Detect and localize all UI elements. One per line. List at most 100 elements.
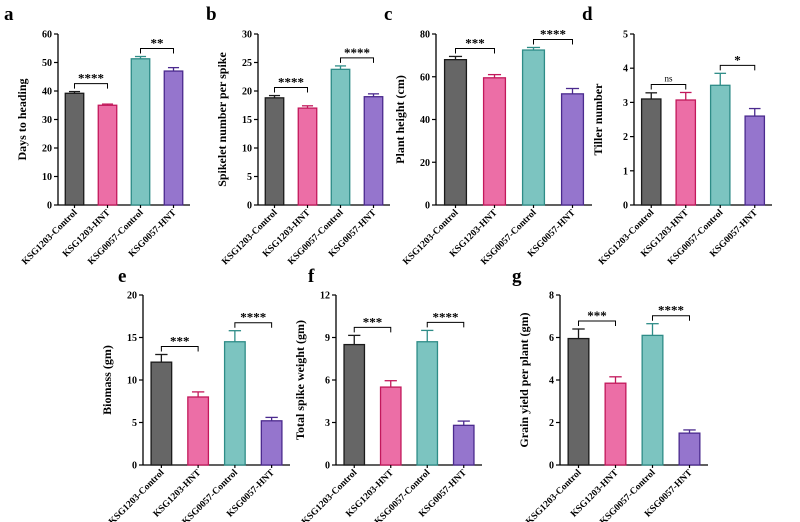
y-tick-label: 2 <box>549 418 554 429</box>
y-tick-label: 5 <box>132 418 137 429</box>
bar <box>678 432 701 466</box>
bar <box>604 382 627 466</box>
y-tick-label: 6 <box>549 333 554 344</box>
y-tick-label: 10 <box>127 376 137 387</box>
bar <box>363 96 384 206</box>
significance-bracket <box>140 48 174 54</box>
y-axis-label: Spikelet number per spike <box>215 52 229 187</box>
bar <box>567 337 590 466</box>
bar <box>640 98 662 206</box>
bar <box>130 58 151 206</box>
significance-label: **** <box>240 310 266 325</box>
y-tick-label: 5 <box>247 172 252 183</box>
significance-bracket <box>533 38 573 45</box>
bar <box>709 84 731 206</box>
y-tick-label: 20 <box>420 158 430 169</box>
bar <box>560 93 585 206</box>
bar <box>260 420 283 466</box>
y-axis-label: Grain yield per plant (gm) <box>517 312 531 447</box>
bar <box>641 334 664 466</box>
y-tick-label: 40 <box>420 115 430 126</box>
y-tick-label: 9 <box>325 333 330 344</box>
panel-b: b Spikelet number per spike 0 5 10 15 20 25 30 KS… <box>206 4 390 267</box>
bar <box>264 97 285 206</box>
y-tick-label: 25 <box>242 58 252 69</box>
y-tick-label: 0 <box>549 461 554 472</box>
significance-label: *** <box>465 35 485 50</box>
significance-label: ns <box>664 73 673 83</box>
y-tick-label: 5 <box>623 30 628 41</box>
significance-label: **** <box>344 45 370 60</box>
panel-c: c Plant height (cm) 0 20 40 60 80 KSG1203-Contr… <box>384 4 592 267</box>
y-tick-label: 4 <box>623 64 628 75</box>
y-tick-label: 0 <box>425 201 430 212</box>
panel-letter: b <box>206 4 217 25</box>
significance-bracket <box>160 346 199 352</box>
y-tick-label: 1 <box>623 166 628 177</box>
y-tick-label: 4 <box>549 376 554 387</box>
significance-bracket <box>234 322 273 328</box>
significance-label: **** <box>658 303 684 318</box>
panel-a: a Days to heading 0 10 20 30 40 50 60 KSG1203-Con… <box>4 4 190 267</box>
y-tick-label: 40 <box>42 87 52 98</box>
significance-bracket <box>650 83 687 90</box>
significance-label: **** <box>540 26 566 41</box>
significance-label: * <box>734 52 741 67</box>
significance-bracket <box>274 87 308 93</box>
bar <box>97 104 118 206</box>
y-tick-label: 0 <box>132 461 137 472</box>
panel-letter: a <box>4 4 14 25</box>
y-tick-label: 10 <box>42 172 52 183</box>
y-tick-label: 0 <box>247 201 252 212</box>
bar <box>150 361 173 466</box>
significance-bracket <box>719 64 756 71</box>
x-tick-label: KSG1203-Control <box>401 208 460 267</box>
y-tick-label: 2 <box>623 132 628 143</box>
significance-bracket <box>426 321 465 328</box>
significance-bracket <box>455 47 495 54</box>
bar <box>343 343 366 466</box>
y-tick-label: 20 <box>42 144 52 155</box>
bar <box>521 49 546 206</box>
bar <box>64 92 85 206</box>
y-tick-label: 60 <box>420 72 430 83</box>
x-tick-label: KSG1203-Control <box>220 208 279 267</box>
y-tick-label: 10 <box>242 144 252 155</box>
y-tick-label: 0 <box>47 201 52 212</box>
bar <box>379 386 402 466</box>
y-tick-label: 80 <box>420 30 430 41</box>
panel-letter: c <box>384 4 392 25</box>
bar <box>297 107 318 206</box>
significance-bracket <box>340 57 374 63</box>
significance-label: **** <box>433 309 459 324</box>
bar <box>163 70 184 206</box>
bar <box>330 68 351 206</box>
significance-label: **** <box>278 75 304 90</box>
bar <box>416 341 439 466</box>
y-axis-label: Plant height (cm) <box>393 75 407 164</box>
significance-label: *** <box>363 314 383 329</box>
significance-label: *** <box>170 334 190 349</box>
significance-bracket <box>578 320 616 326</box>
y-axis-label: Days to heading <box>15 78 29 160</box>
x-tick-label: KSG1203-Control <box>597 208 656 267</box>
y-tick-label: 30 <box>42 115 52 126</box>
bar <box>452 424 475 466</box>
x-tick-label: KSG1203-Control <box>20 208 79 267</box>
panel-letter: g <box>512 266 522 287</box>
y-tick-label: 3 <box>623 98 628 109</box>
bar <box>443 59 468 206</box>
y-axis-label: Total spike weight (gm) <box>293 320 307 440</box>
y-tick-label: 15 <box>242 115 252 126</box>
significance-label: ** <box>151 36 164 51</box>
significance-bracket <box>652 315 690 321</box>
y-tick-label: 50 <box>42 58 52 69</box>
significance-label: *** <box>587 308 607 323</box>
y-tick-label: 30 <box>242 30 252 41</box>
x-tick-label: KSG0057-Control <box>86 208 145 267</box>
panel-letter: f <box>308 266 315 287</box>
y-tick-label: 20 <box>127 291 137 302</box>
